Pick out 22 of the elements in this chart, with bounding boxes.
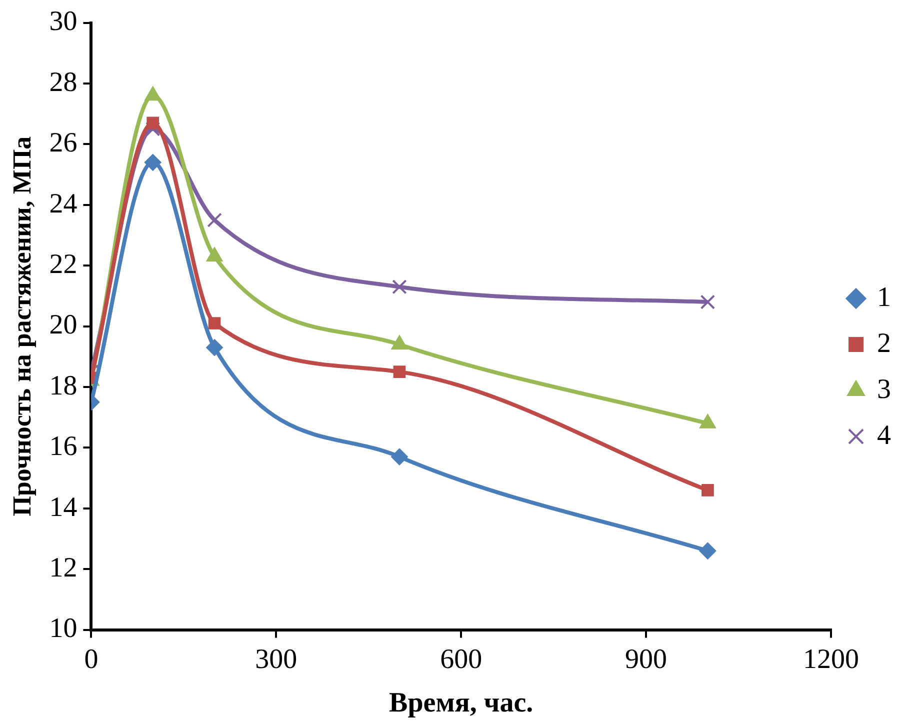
y-tick-label: 24 xyxy=(49,188,78,220)
x-tick-label: 600 xyxy=(440,644,482,675)
x-axis-title: Время, час. xyxy=(389,687,534,718)
x-tick-label: 900 xyxy=(625,644,668,675)
x-tick-label: 0 xyxy=(84,644,98,675)
legend-label: 1 xyxy=(877,282,891,313)
y-axis-title: Прочность на растяжении, МПа xyxy=(7,136,36,516)
y-tick-label: 22 xyxy=(49,248,78,280)
y-tick-label: 18 xyxy=(49,370,78,402)
legend-label: 3 xyxy=(877,374,891,405)
y-tick-label: 30 xyxy=(49,6,78,38)
x-tick-label: 1200 xyxy=(803,644,859,675)
y-tick-label: 14 xyxy=(49,492,78,523)
legend-label: 2 xyxy=(877,328,891,359)
y-tick-label: 20 xyxy=(49,310,78,341)
y-tick-label: 12 xyxy=(49,552,78,584)
y-tick-label: 26 xyxy=(49,128,78,159)
y-tick-label: 10 xyxy=(49,613,78,644)
legend-label: 4 xyxy=(877,420,891,451)
y-tick-label: 28 xyxy=(49,66,78,98)
x-tick-label: 300 xyxy=(255,644,298,675)
y-tick-label: 16 xyxy=(49,431,78,462)
